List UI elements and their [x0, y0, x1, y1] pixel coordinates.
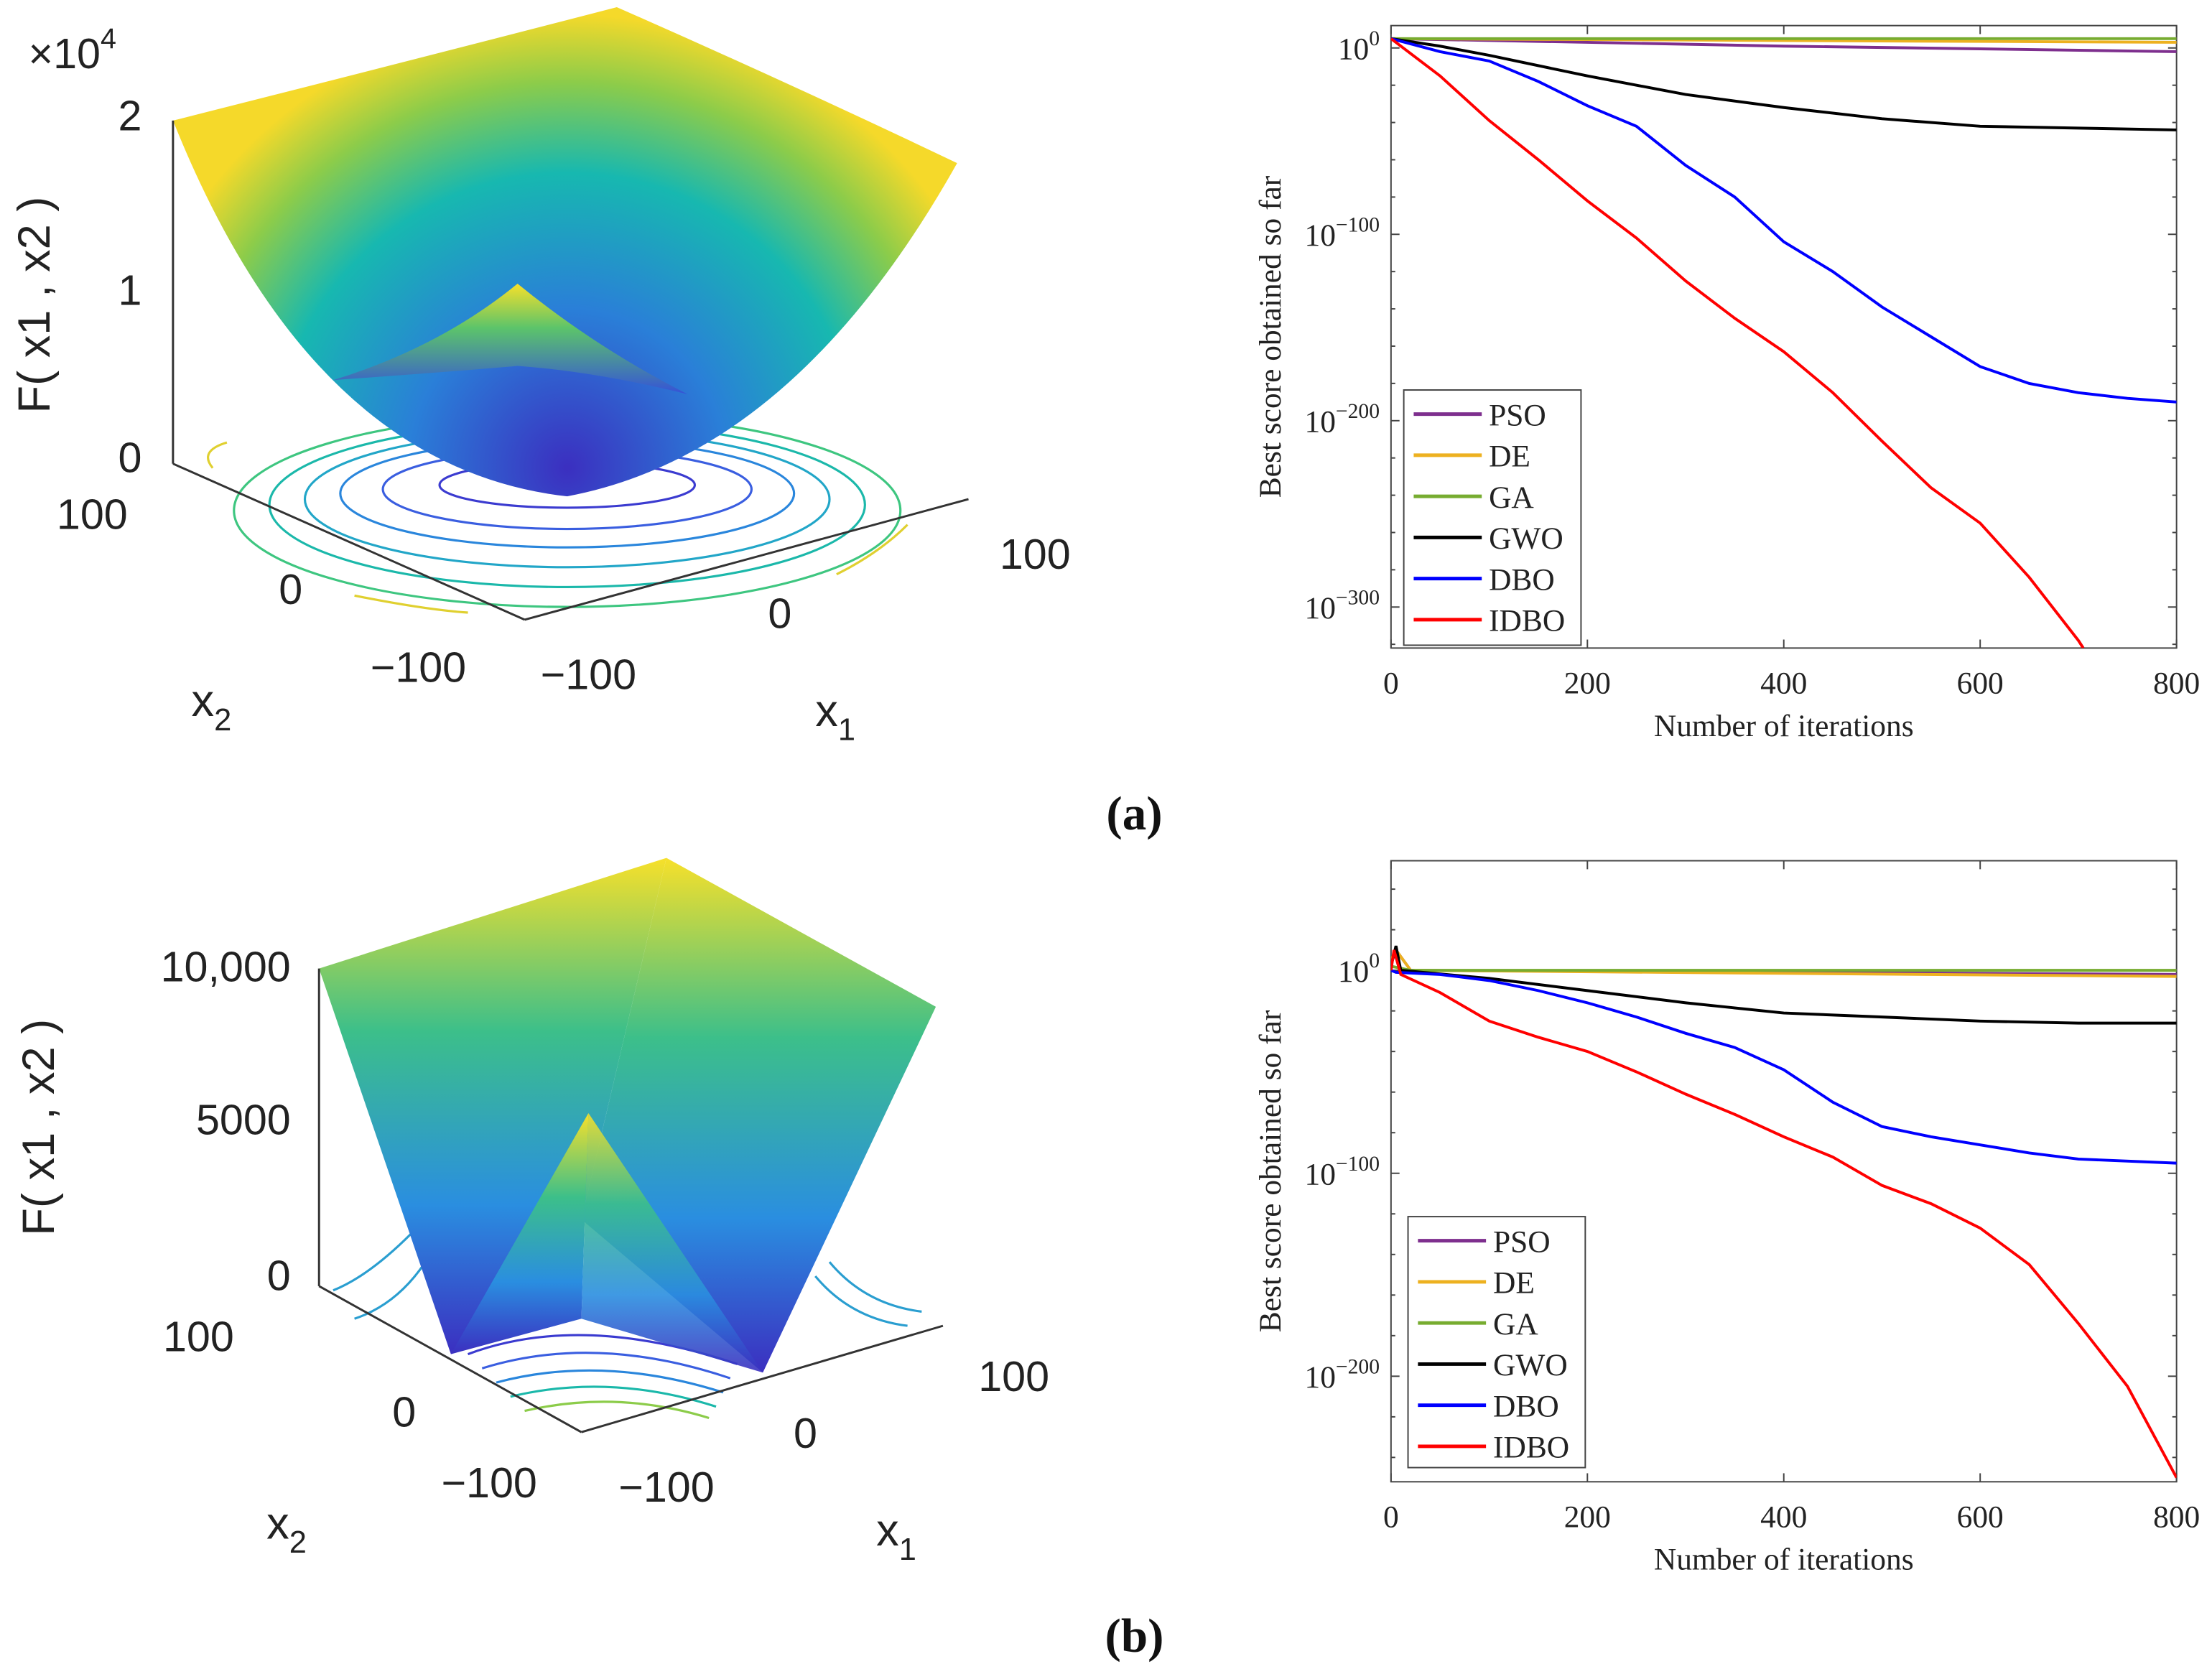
series-line-dbo — [1390, 969, 2177, 1165]
x1-axis-label: x1 — [876, 1505, 916, 1567]
x2-tick: 0 — [279, 565, 302, 613]
legend: PSO DE GA GWO DBO IDBO — [1403, 389, 1582, 646]
z-multiplier: ×104 — [28, 23, 116, 78]
x1-tick: 0 — [768, 590, 791, 638]
legend-label: PSO — [1489, 398, 1546, 432]
legend-item: GA — [1413, 480, 1534, 515]
z-tick: 10,000 — [161, 942, 291, 990]
legend-item: GA — [1418, 1307, 1538, 1342]
x1-tick: −100 — [618, 1463, 714, 1511]
contour-lines — [333, 1232, 922, 1419]
x2-tick: 0 — [392, 1387, 416, 1436]
x2-tick: −100 — [371, 643, 466, 692]
legend-item: DBO — [1418, 1389, 1559, 1423]
legend-item: GWO — [1413, 521, 1563, 556]
legend-label: IDBO — [1489, 604, 1565, 638]
x1-axis-label: x1 — [815, 686, 855, 748]
legend-label: GA — [1493, 1307, 1538, 1342]
legend-label: GA — [1489, 480, 1534, 515]
legend-box — [1407, 1216, 1586, 1469]
y-tick-label: 10−200 — [1305, 400, 1380, 440]
series-line-idbo — [1390, 37, 2085, 648]
legend-label: DE — [1489, 440, 1530, 474]
series-line-gwo — [1390, 37, 2177, 131]
series-lines — [1390, 37, 2177, 648]
surface-front-flap — [333, 283, 688, 394]
legend-label: GWO — [1489, 521, 1563, 556]
x-axis-label: Number of iterations — [1654, 1543, 1914, 1577]
x-tick-label: 800 — [2153, 1500, 2200, 1534]
y-tick-label: 100 — [1338, 27, 1380, 67]
legend-label: DBO — [1493, 1389, 1559, 1423]
series-line-gwo — [1390, 945, 2177, 1025]
convergence-chart-b: 0 200 400 600 800 100 10−100 10−200 Number of it… — [1253, 860, 2200, 1577]
y-tick-label: 100 — [1338, 949, 1380, 989]
legend-box — [1403, 389, 1582, 646]
y-axis-label: Best score obtained so far — [1253, 1010, 1288, 1332]
y-tick-label: 10−100 — [1305, 1153, 1380, 1192]
y-tick-label: 10−200 — [1305, 1355, 1380, 1395]
legend-label: GWO — [1493, 1348, 1568, 1382]
surface-plot-a: ×104 2 1 0 F( x1 , x2 ) 100 0 −100 −100 … — [9, 6, 1071, 748]
surface-bowl — [172, 6, 957, 497]
legend-item: PSO — [1418, 1224, 1551, 1259]
x1-tick: 0 — [794, 1409, 817, 1457]
z-tick: 0 — [267, 1252, 291, 1300]
x1-tick: 100 — [978, 1352, 1049, 1400]
surface-front-right-face — [581, 1112, 763, 1373]
legend-label: IDBO — [1493, 1431, 1569, 1465]
y-tick-label: 10−100 — [1305, 213, 1380, 253]
z-axis-label: F( x1 , x2 ) — [9, 197, 60, 414]
legend-item: IDBO — [1418, 1431, 1569, 1465]
legend-item: DBO — [1413, 562, 1555, 597]
legend-label: PSO — [1493, 1224, 1551, 1259]
z-tick: 2 — [118, 92, 141, 140]
z-axis-label: F( x1 , x2 ) — [14, 1019, 64, 1236]
axes-3d — [172, 120, 969, 621]
z-tick: 5000 — [196, 1096, 291, 1144]
x2-axis-label: x2 — [266, 1498, 307, 1560]
x-tick-label: 800 — [2153, 666, 2200, 701]
x-tick-label: 600 — [1957, 1500, 2004, 1534]
x2-axis-label: x2 — [192, 676, 232, 738]
y-axis-label: Best score obtained so far — [1253, 175, 1288, 498]
x-tick-label: 400 — [1760, 1500, 1807, 1534]
legend-item: DE — [1418, 1266, 1535, 1301]
surface-left-face — [319, 857, 666, 1354]
x-tick-label: 0 — [1383, 1500, 1399, 1534]
legend-item: IDBO — [1413, 604, 1565, 638]
series-line-pso — [1390, 37, 2177, 53]
series-lines — [1390, 945, 2177, 1479]
z-tick: 0 — [118, 434, 141, 482]
y-tick-label: 10−300 — [1305, 586, 1380, 626]
axes-3d — [317, 968, 944, 1433]
x2-tick: −100 — [441, 1459, 536, 1507]
surface-plot-b: 10,000 5000 0 F( x1 , x2 ) 100 0 −100 −1… — [14, 857, 1049, 1567]
x-tick-label: 200 — [1564, 666, 1611, 701]
convergence-chart-a: 0 200 400 600 800 100 10−100 10−200 10−300 Number… — [1253, 24, 2200, 743]
x1-tick: 100 — [1000, 530, 1071, 578]
x2-tick: 100 — [57, 491, 128, 539]
caption-b: (b) — [1105, 1609, 1163, 1663]
x2-tick: 100 — [163, 1313, 234, 1361]
legend-item: DE — [1413, 440, 1530, 474]
series-line-idbo — [1390, 949, 2177, 1479]
x-tick-label: 200 — [1564, 1500, 1611, 1534]
x-tick-label: 600 — [1957, 666, 2004, 701]
caption-a: (a) — [1106, 786, 1162, 840]
x-tick-label: 0 — [1383, 666, 1399, 701]
legend-item: GWO — [1418, 1348, 1568, 1382]
x-axis-label: Number of iterations — [1654, 709, 1914, 743]
series-line-dbo — [1390, 37, 2177, 404]
legend-label: DBO — [1489, 562, 1555, 597]
legend-item: PSO — [1413, 398, 1546, 432]
x-tick-label: 400 — [1760, 666, 1807, 701]
legend-label: DE — [1493, 1266, 1535, 1301]
x1-tick: −100 — [541, 651, 636, 699]
legend: PSO DE GA GWO DBO IDBO — [1407, 1216, 1586, 1469]
z-tick: 1 — [118, 266, 141, 315]
